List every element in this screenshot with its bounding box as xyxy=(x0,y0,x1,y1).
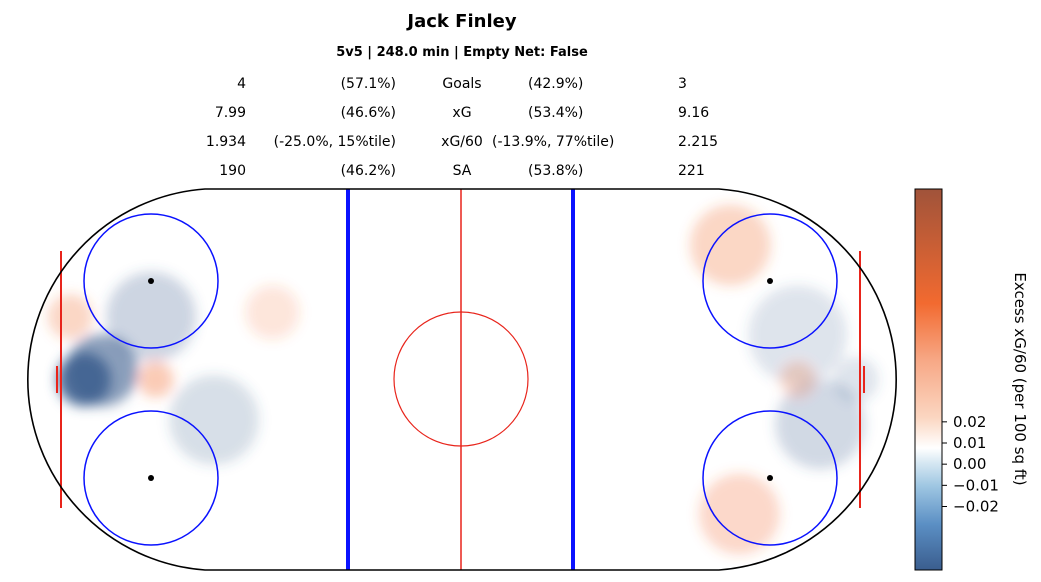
stat-right-pct: (42.9%) xyxy=(528,76,583,92)
faceoff-dot xyxy=(148,278,154,284)
heatmap-layer xyxy=(47,204,879,555)
stat-label: xG xyxy=(452,105,471,121)
stat-right-pct: (53.4%) xyxy=(528,105,583,121)
heatmap-blob xyxy=(106,271,197,362)
stat-left-value: 1.934 xyxy=(206,134,246,150)
stats-row: 4 (57.1%) Goals (42.9%) 3 xyxy=(237,76,687,92)
chart-title: Jack Finley xyxy=(405,11,516,32)
colorbar-gradient xyxy=(914,188,943,571)
heatmap-blob xyxy=(833,357,879,402)
stat-left-pct: (46.2%) xyxy=(341,163,396,179)
heatmap-blob xyxy=(245,285,300,340)
stat-label: Goals xyxy=(442,76,481,92)
center-circle xyxy=(393,311,529,447)
heatmap-blob xyxy=(748,285,848,385)
stat-right-value: 9.16 xyxy=(678,105,709,121)
stat-left-pct: (57.1%) xyxy=(341,76,396,92)
colorbar: 0.02 0.01 0.00 −0.01 −0.02 Excess xG/60 (per… xyxy=(914,188,1029,571)
stat-label: xG/60 xyxy=(441,134,483,150)
stat-right-pct: (-13.9%, 77%tile) xyxy=(492,134,614,150)
stat-right-pct: (53.8%) xyxy=(528,163,583,179)
colorbar-tick-label: −0.01 xyxy=(953,476,999,494)
heatmap-blob xyxy=(698,473,780,555)
stat-left-value: 4 xyxy=(237,76,246,92)
stats-row: 190 (46.2%) SA (53.8%) 221 xyxy=(219,163,704,179)
colorbar-label: Excess xG/60 (per 100 sq ft) xyxy=(1011,272,1029,485)
stat-right-value: 3 xyxy=(678,76,687,92)
heatmap-blob xyxy=(65,334,138,407)
heatmap-blob xyxy=(47,294,93,340)
stat-right-value: 221 xyxy=(678,163,705,179)
faceoff-dot xyxy=(767,475,773,481)
chart-subtitle: 5v5 | 248.0 min | Empty Net: False xyxy=(336,45,588,60)
colorbar-tick-label: 0.02 xyxy=(953,413,986,431)
stat-left-pct: (46.6%) xyxy=(341,105,396,121)
stats-row: 7.99 (46.6%) xG (53.4%) 9.16 xyxy=(215,105,709,121)
stat-right-value: 2.215 xyxy=(678,134,718,150)
colorbar-tick-label: −0.02 xyxy=(953,498,999,516)
stats-table: 4 (57.1%) Goals (42.9%) 3 7.99 (46.6%) x… xyxy=(206,76,718,179)
stat-left-value: 190 xyxy=(219,163,246,179)
rink xyxy=(27,188,897,571)
heatmap-blob xyxy=(137,361,174,398)
faceoff-circle xyxy=(83,213,219,349)
faceoff-circle xyxy=(702,410,838,546)
heatmap-blob xyxy=(779,361,816,398)
faceoff-dot xyxy=(148,475,154,481)
stat-left-pct: (-25.0%, 15%tile) xyxy=(274,134,396,150)
faceoff-circle xyxy=(702,213,838,349)
heatmap-blob xyxy=(775,379,866,470)
stats-row: 1.934 (-25.0%, 15%tile) xG/60 (-13.9%, 7… xyxy=(206,134,718,150)
heatmap-blob xyxy=(169,374,259,465)
stat-label: SA xyxy=(453,163,472,179)
faceoff-dot xyxy=(767,278,773,284)
rink-boards xyxy=(27,188,897,571)
stat-left-value: 7.99 xyxy=(215,105,246,121)
heatmap-blob xyxy=(689,204,771,286)
colorbar-tick-label: 0.00 xyxy=(953,455,986,473)
colorbar-tick-label: 0.01 xyxy=(953,434,986,452)
faceoff-circle xyxy=(83,410,219,546)
